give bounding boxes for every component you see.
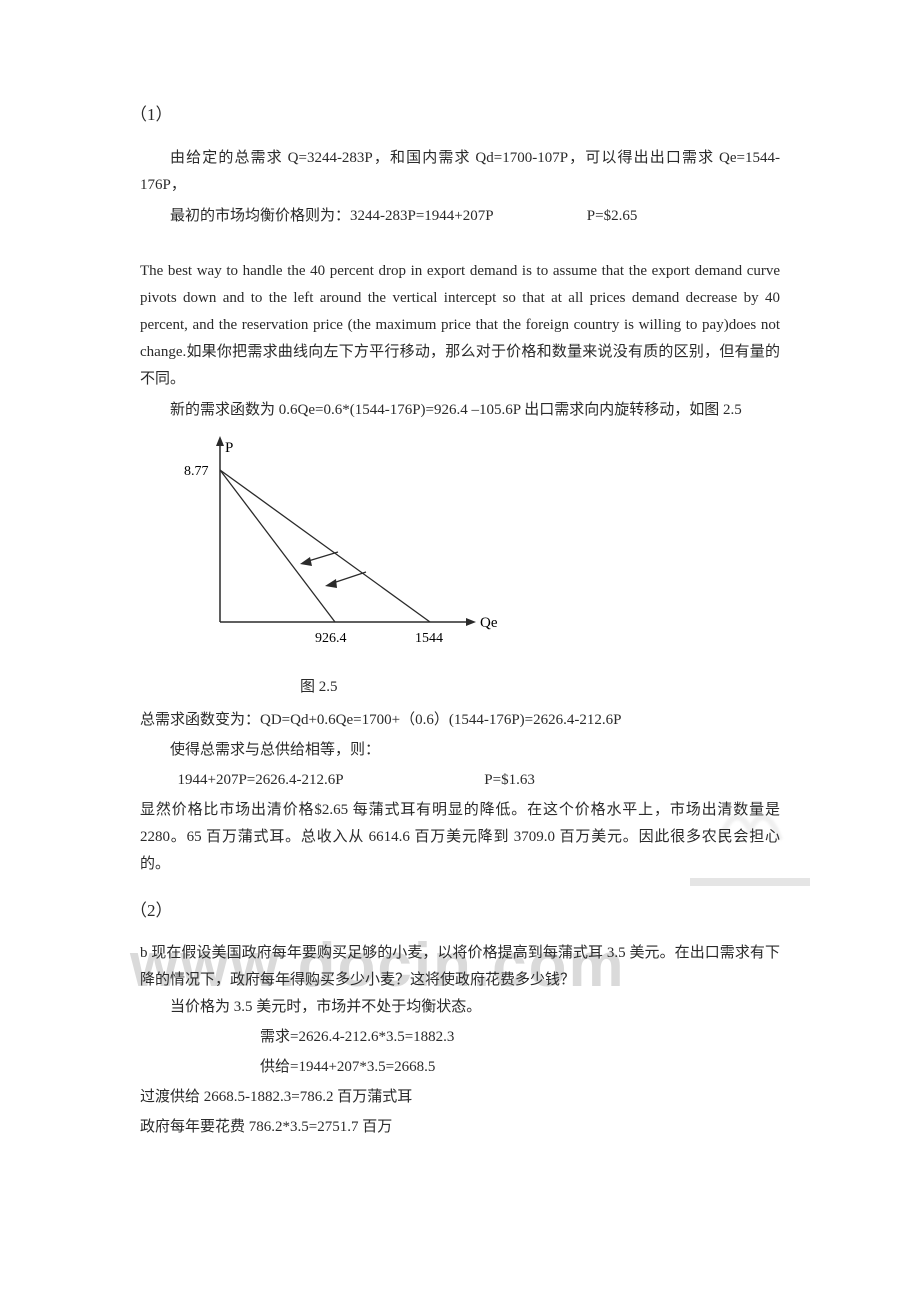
section-1-number: （1） xyxy=(130,100,780,131)
text: 最初的市场均衡价格则为：3244-283P=1944+207P xyxy=(170,208,493,224)
paragraph-new-demand-function: 新的需求函数为 0.6Qe=0.6*(1544-176P)=926.4 –105… xyxy=(140,397,780,424)
x-tick-2: 1544 xyxy=(415,631,443,646)
paragraph-conclusion-1: 显然价格比市场出清价格$2.65 每蒲式耳有明显的降低。在这个价格水平上，市场出… xyxy=(140,797,780,878)
calc-cost: 政府每年要花费 786.2*3.5=2751.7 百万 xyxy=(140,1114,780,1141)
paragraph-not-equilibrium: 当价格为 3.5 美元时，市场并不处于均衡状态。 xyxy=(140,994,780,1021)
equation-left: 1944+207P=2626.4-212.6P xyxy=(178,772,344,788)
y-tick-label: 8.77 xyxy=(184,464,209,479)
paragraph-english-explanation: The best way to handle the 40 percent dr… xyxy=(140,258,780,393)
paragraph-question-b: b 现在假设美国政府每年要购买足够的小麦，以将价格提高到每蒲式耳 3.5 美元。… xyxy=(140,940,780,994)
equation-line: 1944+207P=2626.4-212.6P P=$1.63 xyxy=(140,767,780,794)
calc-supply: 供给=1944+207*3.5=2668.5 xyxy=(260,1054,780,1081)
graph-svg: P Qe 8.77 926.4 1544 xyxy=(170,432,510,662)
x-axis-label: Qe xyxy=(480,615,498,631)
paragraph-equate: 使得总需求与总供给相等，则： xyxy=(140,737,780,764)
text: 由给定的总需求 Q=3244-283P，和国内需求 Qd=1700-107P，可… xyxy=(140,150,780,193)
paragraph-total-demand: 总需求函数变为：QD=Qd+0.6Qe=1700+（0.6）(1544-176P… xyxy=(140,707,780,734)
price-result: P=$2.65 xyxy=(557,203,638,230)
calc-excess: 过渡供给 2668.5-1882.3=786.2 百万蒲式耳 xyxy=(140,1084,780,1111)
x-tick-1: 926.4 xyxy=(315,631,347,646)
equation-result: P=$1.63 xyxy=(447,767,535,794)
paragraph-initial-equilibrium: 最初的市场均衡价格则为：3244-283P=1944+207P P=$2.65 xyxy=(140,203,780,230)
calc-demand: 需求=2626.4-212.6*3.5=1882.3 xyxy=(260,1024,780,1051)
export-demand-graph: P Qe 8.77 926.4 1544 图 2.5 xyxy=(170,432,780,701)
graph-caption: 图 2.5 xyxy=(300,674,780,701)
y-axis-label: P xyxy=(225,440,233,456)
paragraph-given-demand: 由给定的总需求 Q=3244-283P，和国内需求 Qd=1700-107P，可… xyxy=(140,145,780,199)
section-2-number: （2） xyxy=(130,896,780,927)
